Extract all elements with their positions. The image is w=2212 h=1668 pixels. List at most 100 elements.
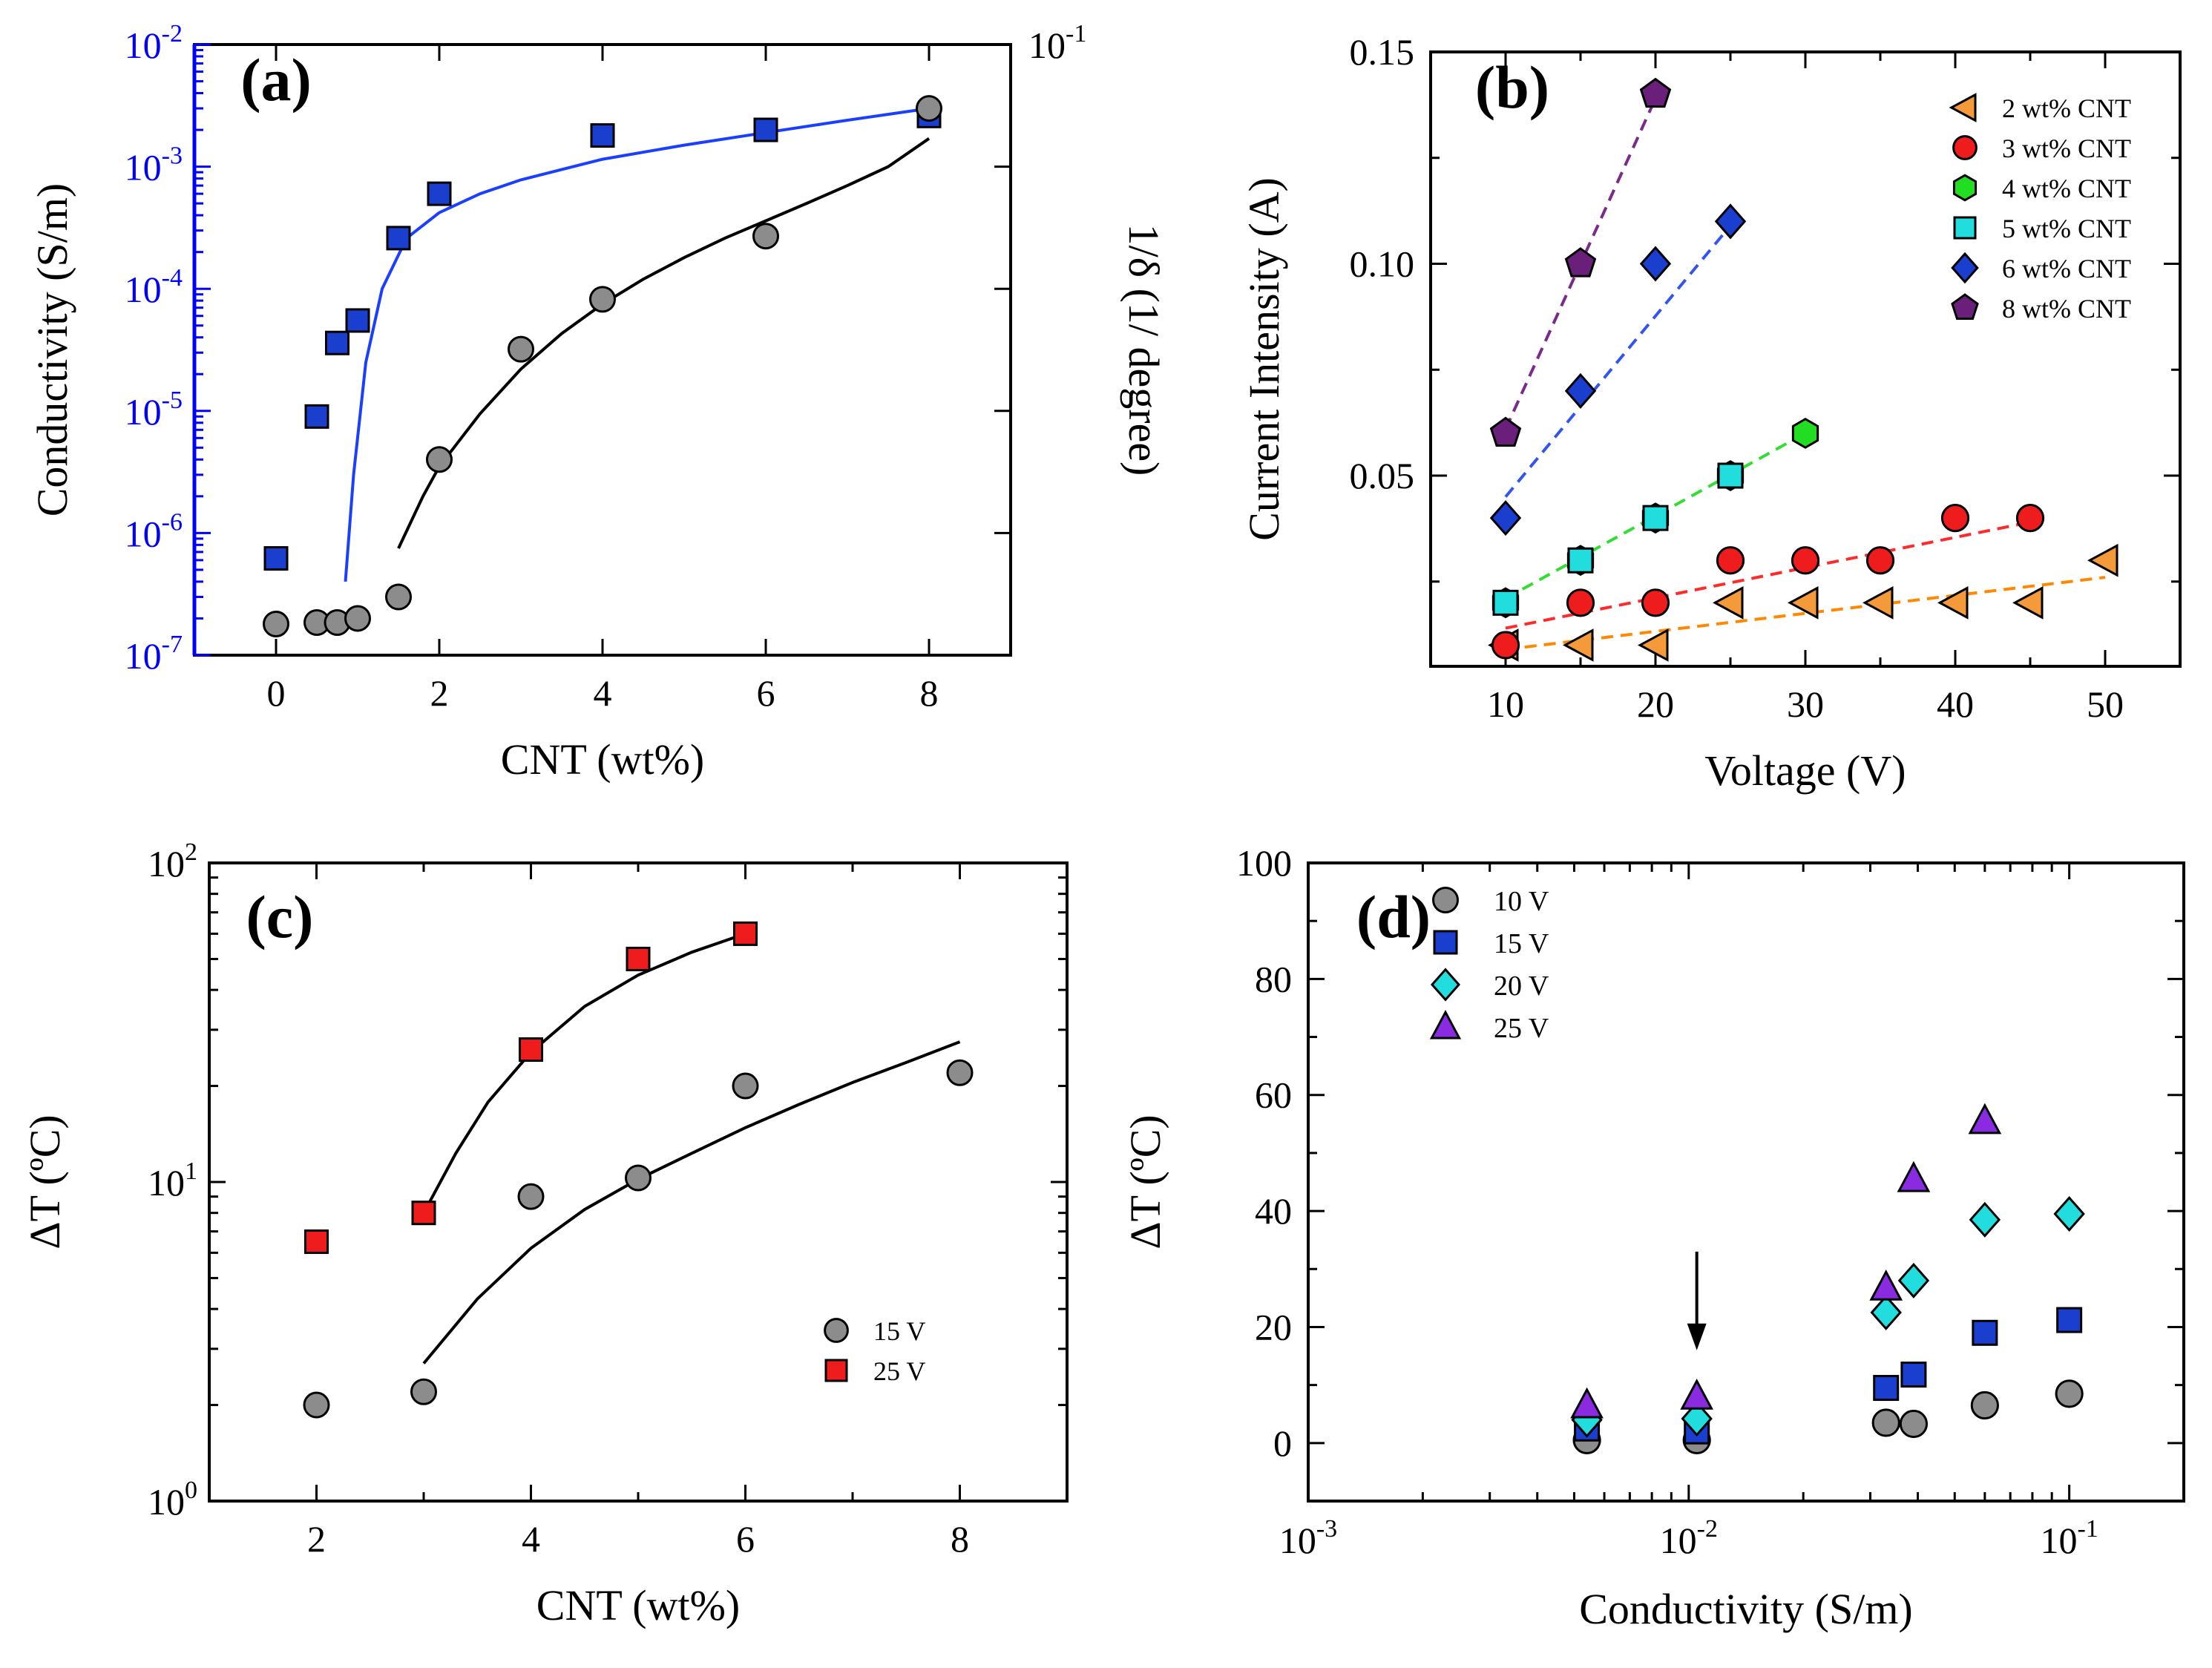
legend-label: 10 V [1494,886,1549,917]
legend-label: 2 wt% CNT [2002,93,2131,123]
panel-label: (b) [1475,53,1549,121]
y-tick-label: 10-7 [125,631,183,677]
data-point [426,446,453,473]
legend-marker [1429,1010,1462,1040]
panel-label: (a) [240,46,312,114]
y-tick-label: 10-6 [125,508,183,554]
data-point [1714,203,1747,240]
legend-label: 25 V [1494,1013,1549,1044]
data-point [1639,246,1672,282]
data-point [1639,77,1672,108]
x-tick-label: 2 [430,672,449,714]
fit-curve [397,137,931,549]
data-point [916,95,942,122]
y-tick-label: 10-5 [125,387,183,433]
data-point [1489,416,1522,447]
legend-label: 15 V [1494,928,1549,959]
legend-marker [824,1359,848,1382]
trend-line [1504,224,1732,498]
x-tick-label: 10-2 [1660,1515,1718,1561]
legend-label: 15 V [873,1316,925,1346]
y-tick-label: 102 [148,838,197,884]
y-tick-label: 10-2 [125,20,183,66]
data-point [2056,1307,2083,1333]
data-point [1570,1387,1604,1419]
y-tick-label: 40 [1255,1190,1292,1232]
y-right-tick-label: 10-1 [1028,20,1086,66]
data-point [732,1072,759,1100]
data-point [1788,585,1819,620]
data-point [304,404,329,429]
data-point [508,335,534,363]
fit-curve [422,932,746,1214]
panel-c: 2 4 6 8 100 101 102 CNT (wt%) ΔT (ºC) (c) 15 V 25 V [21,838,1069,1629]
y-right-axis-label: 1/δ (1/ degree) [1120,224,1168,476]
panel-b: 10 20 30 40 50 0.05 0.10 0.15 Voltage (V) Current… [1240,31,2182,795]
data-point [946,1059,974,1086]
y-axis-label: ΔT (ºC) [21,1114,69,1249]
data-point [1642,505,1669,531]
data-point [1900,1362,1927,1388]
y-tick-label: 0.10 [1350,243,1415,285]
legend-marker [1953,216,1977,240]
data-point [1968,1103,2002,1135]
data-point [517,1183,545,1210]
data-point [1969,1201,2001,1238]
data-point [1638,628,1669,662]
x-axis-label: Voltage (V) [1704,746,1906,795]
y-tick-label: 100 [148,1477,197,1523]
x-tick-label: 8 [920,672,939,714]
legend-marker [1952,174,1978,202]
y-axis-label: Conductivity (S/m) [28,183,76,517]
x-tick-label: 4 [522,1518,540,1560]
data-point [1865,546,1895,575]
data-point [733,921,758,946]
data-point [263,610,289,637]
data-point [410,1378,437,1405]
legend-label: 5 wt% CNT [2002,214,2131,243]
data-point [1869,1269,1903,1301]
y-tick-label: 101 [148,1158,197,1204]
data-point [519,1037,543,1063]
legend-marker [1952,135,1978,160]
data-point [1897,1160,1931,1192]
data-point [1897,1262,1930,1298]
data-point [427,181,452,206]
data-point [2053,1195,2085,1232]
y-tick-label: 10-3 [125,142,183,188]
data-point [1489,500,1522,536]
data-point [2055,1379,2084,1408]
legend-marker [1432,887,1459,913]
data-point [1937,585,1969,620]
legend-marker [1951,252,1979,284]
data-point [1863,585,1894,620]
y-tick-label: 0 [1273,1422,1292,1464]
plot-frame [1307,861,2185,1503]
data-point [2012,585,2044,620]
data-point [1564,247,1597,278]
legend-marker [824,1318,849,1343]
legend-label: 20 V [1494,971,1549,1002]
data-point [304,1229,329,1254]
y-tick-label: 100 [1236,842,1292,884]
y-tick-label: 0.05 [1350,455,1415,496]
y-tick-label: 10-4 [125,264,183,310]
data-point [385,583,412,611]
legend-label: 6 wt% CNT [2002,254,2131,283]
data-point [263,546,289,571]
x-axis-label: CNT (wt%) [501,735,704,784]
data-point [2087,543,2119,577]
y-tick-label: 0.15 [1350,31,1415,73]
data-point [1680,1378,1714,1410]
x-tick-label: 0 [267,672,286,714]
data-point [1713,585,1744,620]
legend-marker [1430,968,1461,1002]
x-tick-label: 40 [1937,683,1974,725]
data-point [1681,1400,1713,1437]
y-axis-label: ΔT (ºC) [1121,1114,1169,1249]
panel-d: 10-3 10-2 10-1 0 20 40 60 80 100 Conductivity (S/… [1121,842,2185,1633]
data-point [1716,546,1745,575]
data-point [1972,1319,1998,1346]
data-point [1564,372,1597,409]
